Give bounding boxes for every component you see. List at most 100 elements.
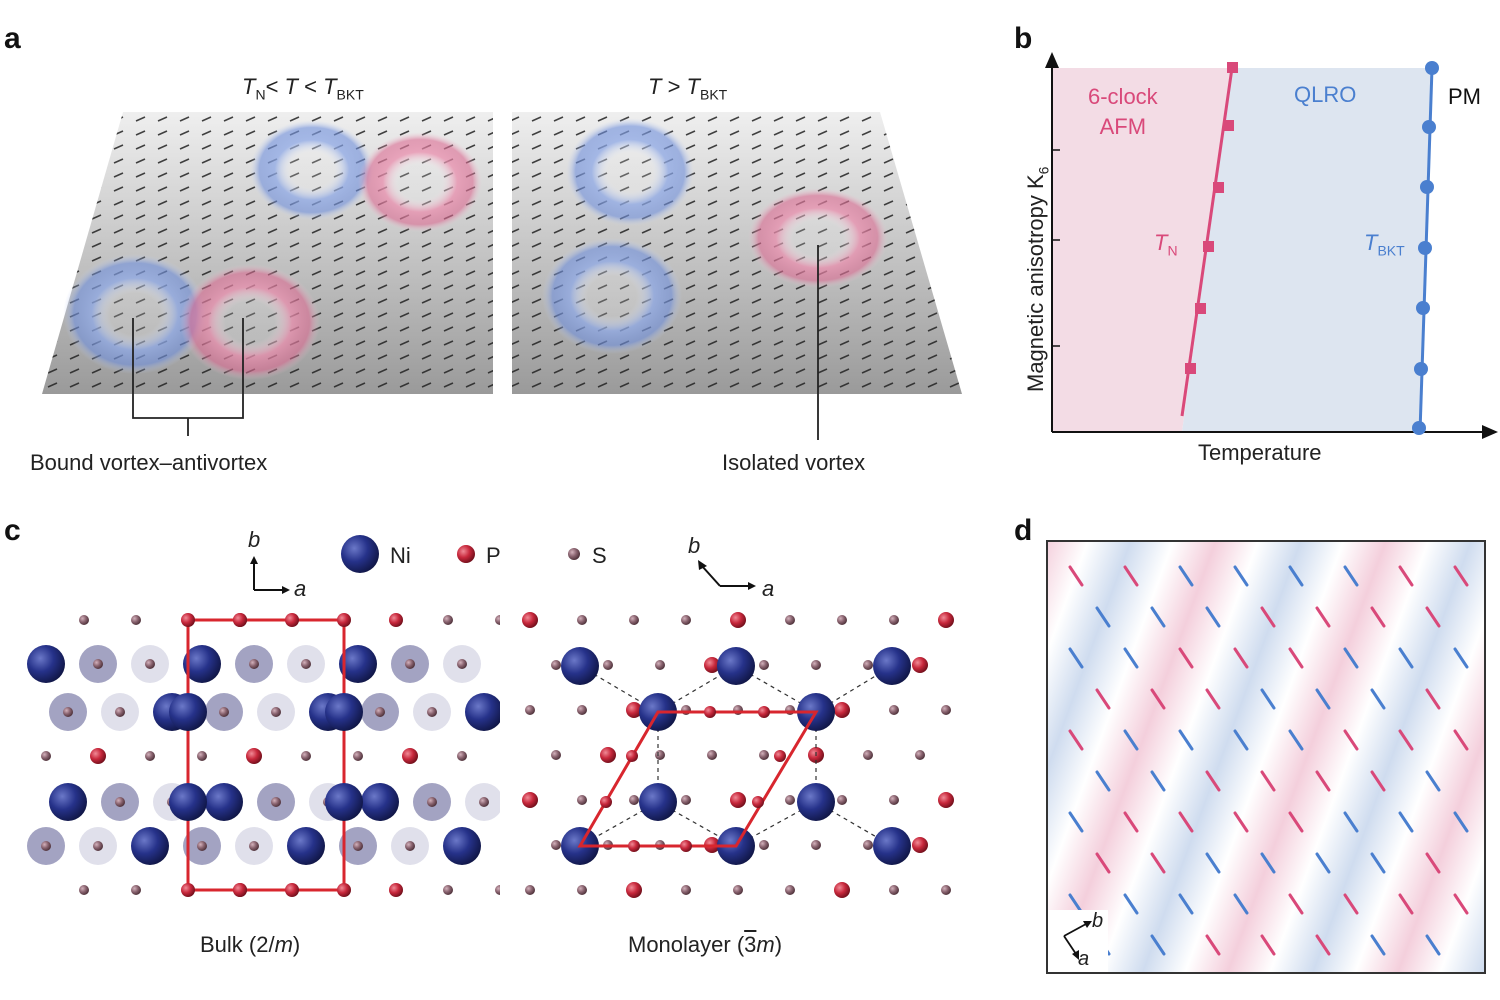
p-atom <box>233 613 247 627</box>
s-atom <box>131 615 141 625</box>
legend-p-atom <box>457 545 475 563</box>
pm-label: PM <box>1448 84 1481 109</box>
p-atom <box>337 613 351 627</box>
s-atom <box>785 885 795 895</box>
spin-arrow <box>1315 688 1331 710</box>
s-atom <box>405 841 415 851</box>
s-atom <box>249 659 259 669</box>
spin-arrow <box>1205 770 1221 792</box>
s-atom <box>889 705 899 715</box>
s-atom <box>525 705 535 715</box>
ni-atom <box>169 693 207 731</box>
tbkt-point <box>1418 241 1432 255</box>
s-atom <box>655 750 665 760</box>
p-atom <box>285 613 299 627</box>
spin-arrow <box>1315 934 1331 956</box>
p-atom <box>626 702 642 718</box>
spin-arrow <box>1260 852 1276 874</box>
anisotropy-axis-label: Magnetic anisotropy K6 <box>1023 166 1052 392</box>
ni-atom <box>873 827 911 865</box>
spin-arrow <box>1205 852 1221 874</box>
s-atom <box>733 885 743 895</box>
spin-arrow <box>1150 770 1166 792</box>
s-atom <box>863 750 873 760</box>
s-atom <box>551 750 561 760</box>
s-atom <box>707 750 717 760</box>
s-atom <box>427 707 437 717</box>
spin-arrow <box>1370 688 1386 710</box>
p-atom <box>522 792 538 808</box>
spin-arrow <box>1178 893 1194 915</box>
spin-arrow <box>1095 688 1111 710</box>
legend-p-label: P <box>486 543 501 568</box>
spin-arrow <box>1288 647 1304 669</box>
spin-arrow <box>1288 565 1304 587</box>
spin-arrow <box>1398 893 1414 915</box>
panel-c-legend <box>250 535 756 594</box>
spin-arrow <box>1288 811 1304 833</box>
bulk-lattice <box>27 613 500 897</box>
p-atom <box>628 840 640 852</box>
tbkt-point <box>1416 301 1430 315</box>
bound-antivortex-bottom <box>180 264 320 380</box>
spin-arrow <box>1370 934 1386 956</box>
ni-atom <box>287 827 325 865</box>
bound-vortex-bottom <box>63 254 207 374</box>
tbkt-label: TBKT <box>1364 230 1405 259</box>
p-atom <box>774 750 786 762</box>
s-atom <box>811 660 821 670</box>
mono-axis-a: a <box>762 576 775 601</box>
spin-arrow <box>1233 565 1249 587</box>
spin-arrow <box>1425 770 1441 792</box>
s-atom <box>271 797 281 807</box>
s-atom <box>443 885 453 895</box>
d-axis-a: a <box>1078 948 1090 970</box>
spin-arrow <box>1425 934 1441 956</box>
ni-atom <box>717 647 755 685</box>
p-atom <box>337 883 351 897</box>
s-atom <box>479 797 489 807</box>
panel-a-letter: a <box>4 22 21 55</box>
p-atom <box>285 883 299 897</box>
s-atom <box>577 795 587 805</box>
s-atom <box>405 659 415 669</box>
s-atom <box>785 615 795 625</box>
s-atom <box>759 660 769 670</box>
spin-arrow <box>1068 565 1084 587</box>
tn-label: TN <box>1154 230 1178 259</box>
ni-atom <box>339 645 377 683</box>
spin-arrow <box>1453 647 1469 669</box>
p-atom <box>938 612 954 628</box>
tbkt-point <box>1420 180 1434 194</box>
ni-atom <box>797 783 835 821</box>
tbkt-point <box>1422 120 1436 134</box>
s-atom <box>427 797 437 807</box>
spin-arrow <box>1123 893 1139 915</box>
spin-arrow <box>1123 647 1139 669</box>
spin-arrow <box>1398 729 1414 751</box>
s-atom <box>889 795 899 805</box>
spin-arrow <box>1150 606 1166 628</box>
isolated-vortex-top <box>566 118 694 226</box>
s-atom <box>131 885 141 895</box>
spin-arrow <box>1425 606 1441 628</box>
p-atom <box>704 657 720 673</box>
afm-region <box>1052 68 1232 432</box>
ni-atom <box>205 783 243 821</box>
isolated-vortex-bottom <box>542 238 682 354</box>
legend-s-atom <box>568 548 580 560</box>
s-atom <box>197 751 207 761</box>
qlro-region <box>1182 68 1432 432</box>
spin-arrow <box>1425 852 1441 874</box>
qlro-label: QLRO <box>1294 82 1357 107</box>
spin-arrow <box>1453 811 1469 833</box>
spin-arrow <box>1288 729 1304 751</box>
spin-arrow <box>1178 565 1194 587</box>
p-atom <box>680 840 692 852</box>
spin-arrow <box>1123 729 1139 751</box>
tn-point <box>1185 363 1196 374</box>
spin-arrow <box>1260 688 1276 710</box>
tbkt-point <box>1412 421 1426 435</box>
spin-arrow <box>1123 565 1139 587</box>
p-atom <box>704 706 716 718</box>
